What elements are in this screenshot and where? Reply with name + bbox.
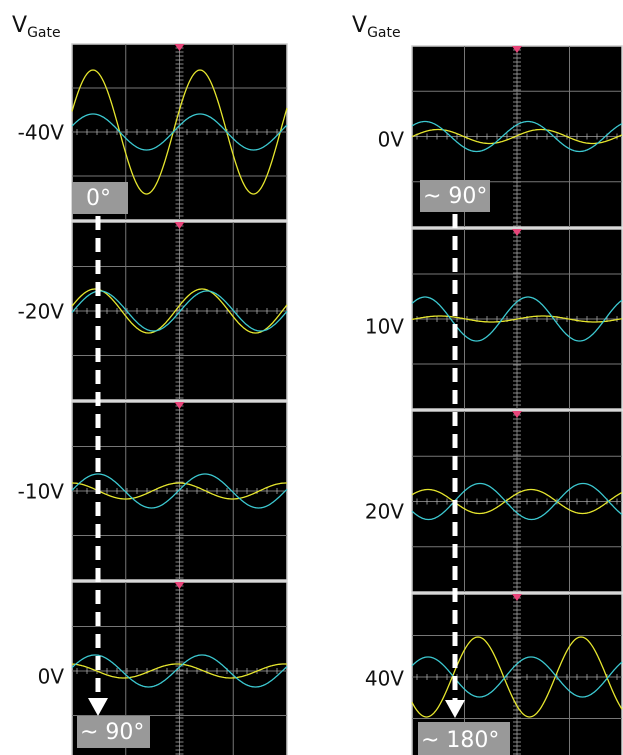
gate-voltage: -10V — [18, 480, 65, 504]
scope-panels — [72, 44, 622, 755]
gate-voltage: -40V — [18, 121, 65, 145]
figure: VGate VGate -40V -20V -10V 0V 0V 10V 20V… — [0, 0, 623, 755]
axis-label: VGate — [352, 13, 401, 41]
gate-voltage: 10V — [365, 315, 404, 339]
phase-label: ~ 90° — [423, 184, 487, 209]
axis-label-main: V — [352, 13, 367, 38]
gate-voltage: 0V — [378, 128, 405, 152]
gate-voltage: 0V — [38, 665, 65, 689]
axis-label-sub: Gate — [27, 25, 61, 41]
axis-label-main: V — [12, 13, 27, 38]
gate-voltage: -20V — [18, 300, 65, 324]
phase-label: 0° — [86, 186, 111, 211]
phase-label: ~ 90° — [80, 720, 144, 745]
gate-voltage: 20V — [365, 500, 404, 524]
axis-label-sub: Gate — [367, 25, 401, 41]
gate-voltage: 40V — [365, 667, 404, 691]
phase-label: ~ 180° — [421, 728, 499, 753]
axis-label: VGate — [12, 13, 61, 41]
